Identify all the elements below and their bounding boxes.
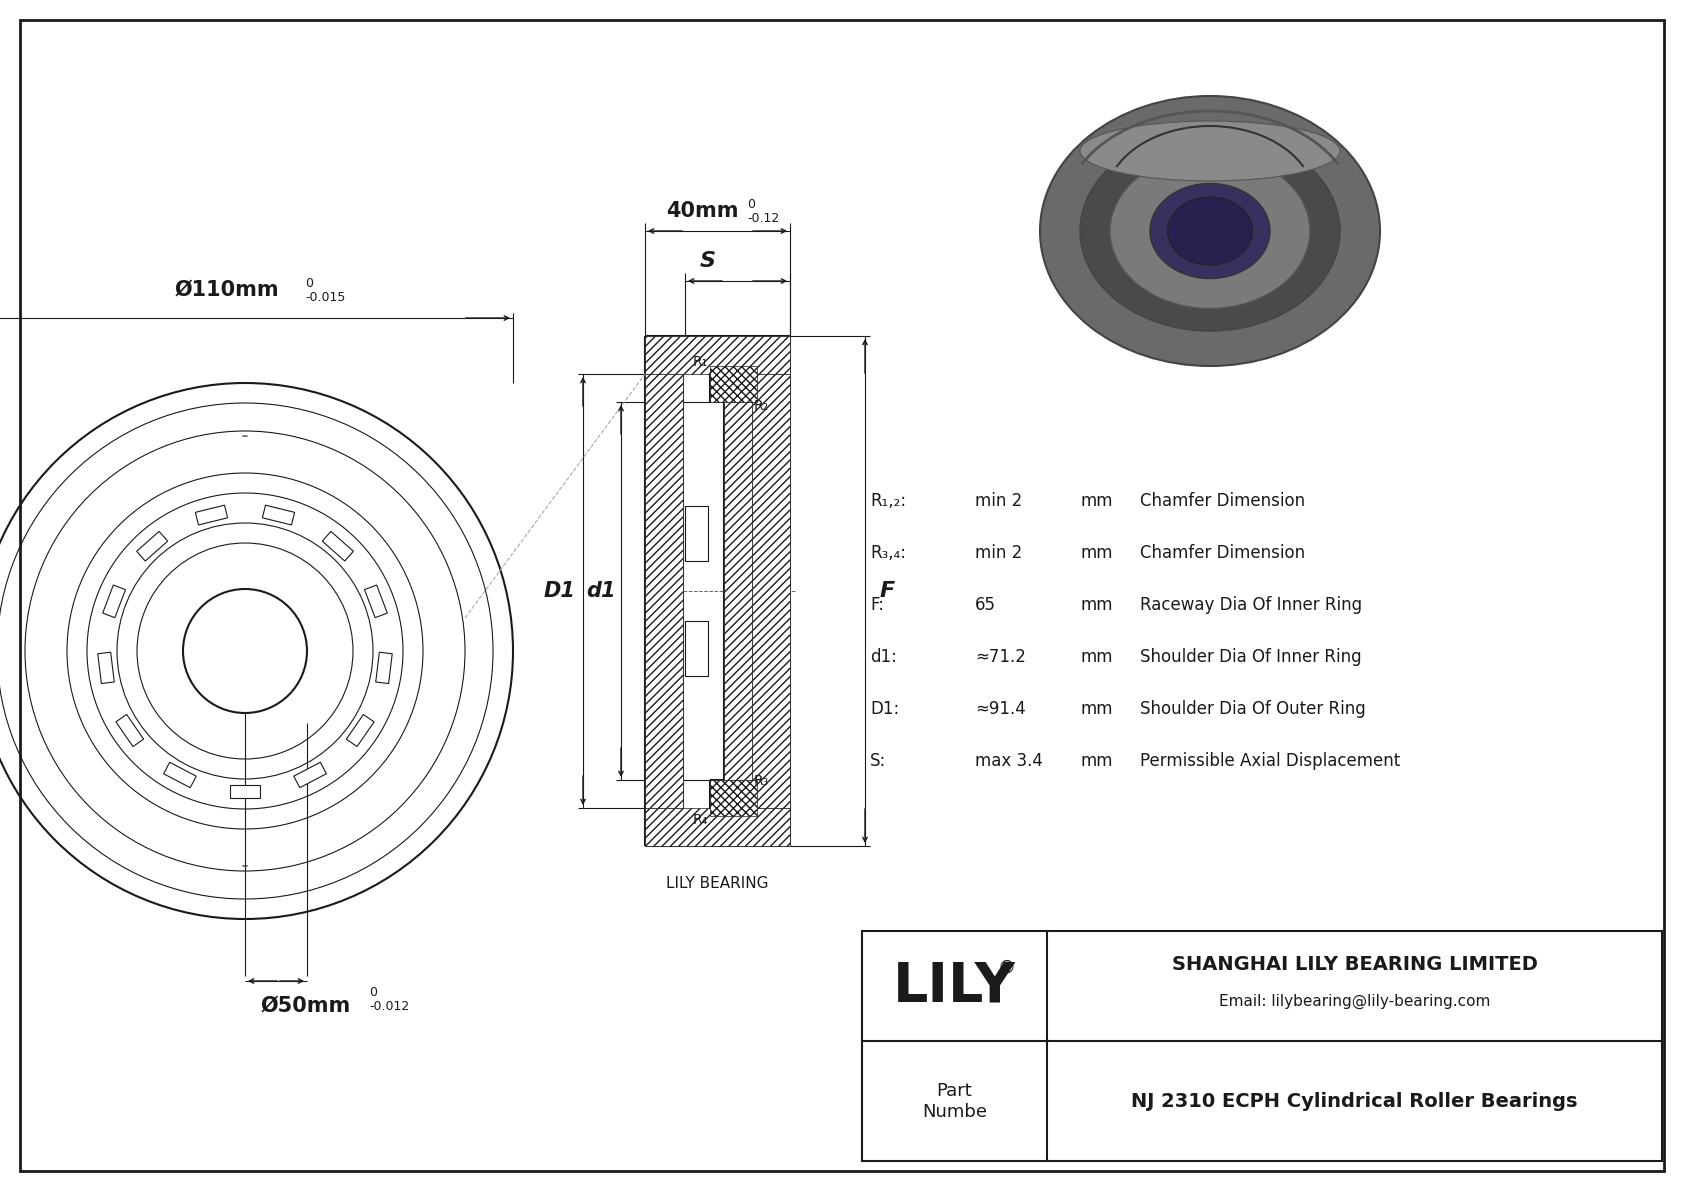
Text: mm: mm: [1079, 752, 1113, 771]
Ellipse shape: [1167, 197, 1253, 266]
Text: 65: 65: [975, 596, 995, 615]
Text: LILY BEARING: LILY BEARING: [667, 877, 770, 891]
Ellipse shape: [1079, 121, 1340, 181]
Text: Email: lilybearing@lily-bearing.com: Email: lilybearing@lily-bearing.com: [1219, 993, 1490, 1009]
Text: S: S: [699, 251, 716, 272]
Text: Shoulder Dia Of Inner Ring: Shoulder Dia Of Inner Ring: [1140, 648, 1362, 666]
Polygon shape: [753, 374, 790, 807]
Text: D1:: D1:: [871, 700, 899, 718]
Text: Chamfer Dimension: Chamfer Dimension: [1140, 544, 1305, 562]
Text: mm: mm: [1079, 648, 1113, 666]
Text: mm: mm: [1079, 700, 1113, 718]
Text: R₃: R₃: [754, 774, 770, 788]
Polygon shape: [711, 366, 758, 403]
Text: 0: 0: [369, 986, 377, 999]
Text: 0: 0: [305, 278, 313, 289]
Text: LILY: LILY: [893, 959, 1015, 1014]
Polygon shape: [645, 374, 684, 807]
Polygon shape: [645, 807, 790, 846]
Text: mm: mm: [1079, 544, 1113, 562]
Text: d1: d1: [586, 581, 616, 601]
Bar: [231, 785, 259, 798]
Bar: [136, 531, 168, 561]
Text: mm: mm: [1079, 596, 1113, 615]
Text: S:: S:: [871, 752, 886, 771]
Text: min 2: min 2: [975, 544, 1022, 562]
Ellipse shape: [1150, 183, 1270, 279]
Text: Raceway Dia Of Inner Ring: Raceway Dia Of Inner Ring: [1140, 596, 1362, 615]
Text: R₃,₄:: R₃,₄:: [871, 544, 906, 562]
Text: R₄: R₄: [692, 813, 707, 827]
Bar: [163, 762, 197, 787]
Text: Ø50mm: Ø50mm: [261, 996, 352, 1016]
Bar: [293, 762, 327, 787]
Bar: [862, 931, 1662, 1161]
Text: ®: ®: [997, 959, 1015, 977]
Text: ≈91.4: ≈91.4: [975, 700, 1026, 718]
Bar: [195, 505, 227, 525]
Text: R₁,₂:: R₁,₂:: [871, 492, 906, 510]
Text: Ø110mm: Ø110mm: [175, 280, 280, 300]
Text: F: F: [881, 581, 896, 601]
Ellipse shape: [1110, 154, 1310, 308]
Text: Shoulder Dia Of Outer Ring: Shoulder Dia Of Outer Ring: [1140, 700, 1366, 718]
Polygon shape: [724, 403, 753, 780]
Text: R₂: R₂: [754, 399, 770, 413]
Text: F:: F:: [871, 596, 884, 615]
Text: ≈71.2: ≈71.2: [975, 648, 1026, 666]
Bar: [103, 585, 126, 618]
Text: Permissible Axial Displacement: Permissible Axial Displacement: [1140, 752, 1401, 771]
Text: max 3.4: max 3.4: [975, 752, 1042, 771]
Bar: [322, 531, 354, 561]
Text: -0.015: -0.015: [305, 291, 345, 304]
Text: R₁: R₁: [692, 355, 707, 369]
Text: 40mm: 40mm: [667, 201, 739, 222]
Text: -0.012: -0.012: [369, 1000, 409, 1014]
Bar: [263, 505, 295, 525]
Bar: [116, 715, 143, 747]
Text: d1:: d1:: [871, 648, 898, 666]
Text: mm: mm: [1079, 492, 1113, 510]
Text: Part
Numbe: Part Numbe: [923, 1081, 987, 1121]
Text: -0.12: -0.12: [748, 212, 780, 225]
Bar: [347, 715, 374, 747]
Text: 0: 0: [748, 198, 756, 211]
Text: D1: D1: [544, 581, 574, 601]
Bar: [685, 506, 707, 561]
Text: min 2: min 2: [975, 492, 1022, 510]
Text: NJ 2310 ECPH Cylindrical Roller Bearings: NJ 2310 ECPH Cylindrical Roller Bearings: [1132, 1092, 1578, 1111]
Text: Chamfer Dimension: Chamfer Dimension: [1140, 492, 1305, 510]
Bar: [376, 653, 392, 684]
Polygon shape: [711, 780, 758, 816]
Polygon shape: [645, 336, 790, 374]
Ellipse shape: [1079, 131, 1340, 331]
Ellipse shape: [1041, 96, 1379, 366]
Bar: [364, 585, 387, 618]
Bar: [685, 621, 707, 676]
Text: SHANGHAI LILY BEARING LIMITED: SHANGHAI LILY BEARING LIMITED: [1172, 955, 1537, 974]
Bar: [98, 653, 115, 684]
